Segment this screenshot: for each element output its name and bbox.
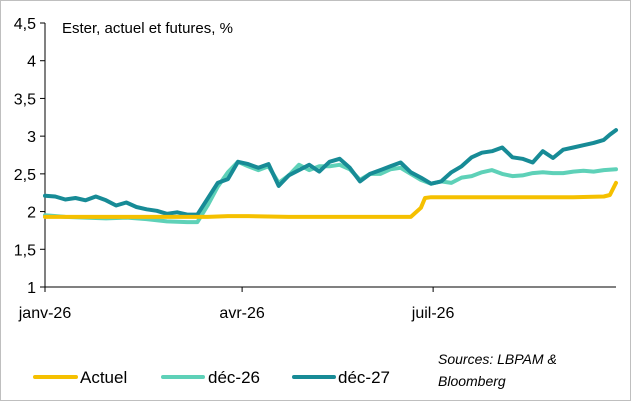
y-tick-label: 2	[27, 205, 36, 222]
y-tick-label: 4,5	[14, 16, 36, 33]
chart-title: Ester, actuel et futures, %	[62, 20, 233, 37]
y-tick-label: 2,5	[14, 167, 36, 184]
y-tick-label: 3	[27, 129, 36, 146]
y-tick-label: 4	[27, 54, 36, 71]
y-tick-label: 3,5	[14, 91, 36, 108]
x-tick-label: juil-26	[411, 305, 455, 322]
series-line-dec-26	[43, 159, 618, 225]
y-tick-label: 1	[27, 280, 36, 297]
legend-label-dec-26: déc-26	[208, 368, 260, 387]
x-tick-label: janv-26	[18, 305, 72, 322]
series-layer	[43, 128, 618, 225]
source-note-line-1: Sources: LBPAM &	[438, 351, 557, 367]
x-tick-label: avr-26	[219, 305, 264, 322]
legend: Actuel déc-26 déc-27	[33, 368, 390, 387]
y-tick-label: 1,5	[14, 242, 36, 259]
legend-label-dec-27: déc-27	[338, 368, 390, 387]
axes: 1 1,5 2 2,5 3 3,5 4 4,5 janv-26 avr-26 juil-26	[14, 16, 616, 322]
source-note-line-2: Bloomberg	[438, 373, 506, 389]
series-line-actuel	[43, 180, 618, 219]
series-line-dec-27	[43, 128, 618, 217]
legend-label-actuel: Actuel	[80, 368, 127, 387]
